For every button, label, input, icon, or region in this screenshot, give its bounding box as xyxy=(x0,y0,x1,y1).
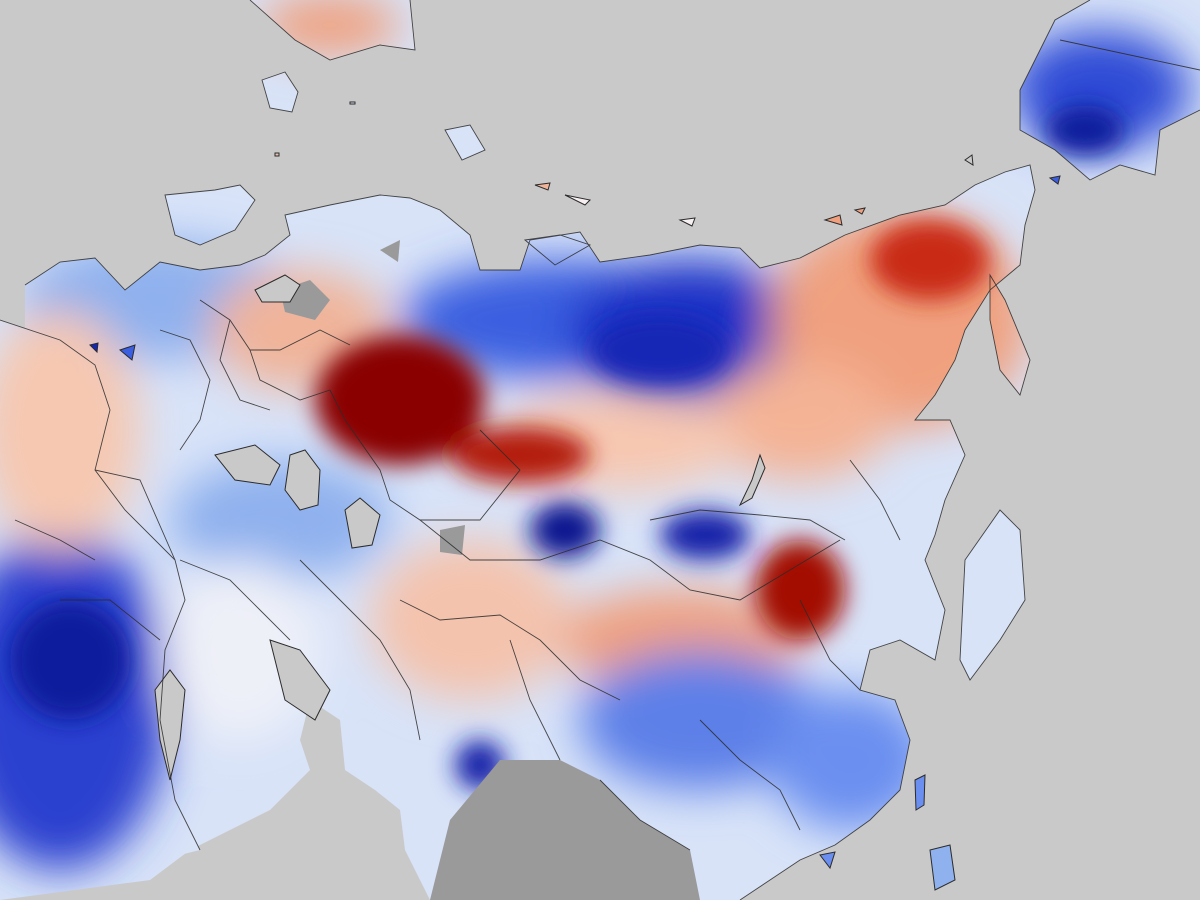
small-islands xyxy=(89,101,1061,891)
inland-water xyxy=(154,274,766,781)
no-data-areas xyxy=(280,240,700,900)
